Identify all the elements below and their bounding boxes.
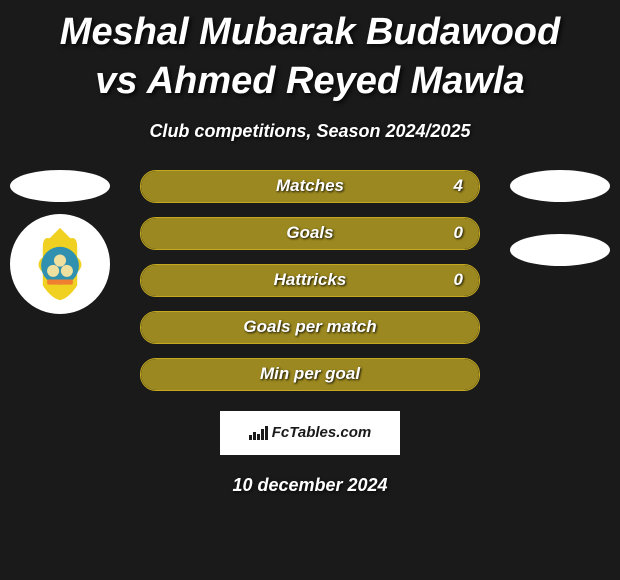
bar-chart-icon bbox=[249, 426, 268, 440]
stat-bar-matches: Matches 4 bbox=[140, 170, 480, 203]
stat-bar-hattricks: Hattricks 0 bbox=[140, 264, 480, 297]
stat-bar-min-per-goal: Min per goal bbox=[140, 358, 480, 391]
club-crest-icon bbox=[17, 221, 103, 307]
stat-value: 4 bbox=[454, 176, 463, 196]
fctables-badge[interactable]: FcTables.com bbox=[220, 411, 400, 455]
right-oval-placeholder-2 bbox=[510, 234, 610, 266]
stat-label: Goals bbox=[286, 223, 333, 243]
right-oval-placeholder-1 bbox=[510, 170, 610, 202]
stat-value: 0 bbox=[454, 270, 463, 290]
page-title: Meshal Mubarak Budawood vs Ahmed Reyed M… bbox=[0, 0, 620, 111]
date-text: 10 december 2024 bbox=[0, 475, 620, 496]
stat-value: 0 bbox=[454, 223, 463, 243]
stat-label: Goals per match bbox=[243, 317, 376, 337]
stat-label: Min per goal bbox=[260, 364, 360, 384]
stat-bar-goals-per-match: Goals per match bbox=[140, 311, 480, 344]
stat-label: Matches bbox=[276, 176, 344, 196]
stat-bar-goals: Goals 0 bbox=[140, 217, 480, 250]
left-club-logo bbox=[10, 214, 110, 314]
left-oval-placeholder bbox=[10, 170, 110, 202]
left-club-block bbox=[10, 170, 110, 314]
fctables-label: FcTables.com bbox=[249, 424, 371, 441]
fctables-text: FcTables.com bbox=[272, 424, 371, 441]
subtitle: Club competitions, Season 2024/2025 bbox=[0, 121, 620, 142]
stat-label: Hattricks bbox=[274, 270, 347, 290]
right-club-block bbox=[510, 170, 610, 266]
